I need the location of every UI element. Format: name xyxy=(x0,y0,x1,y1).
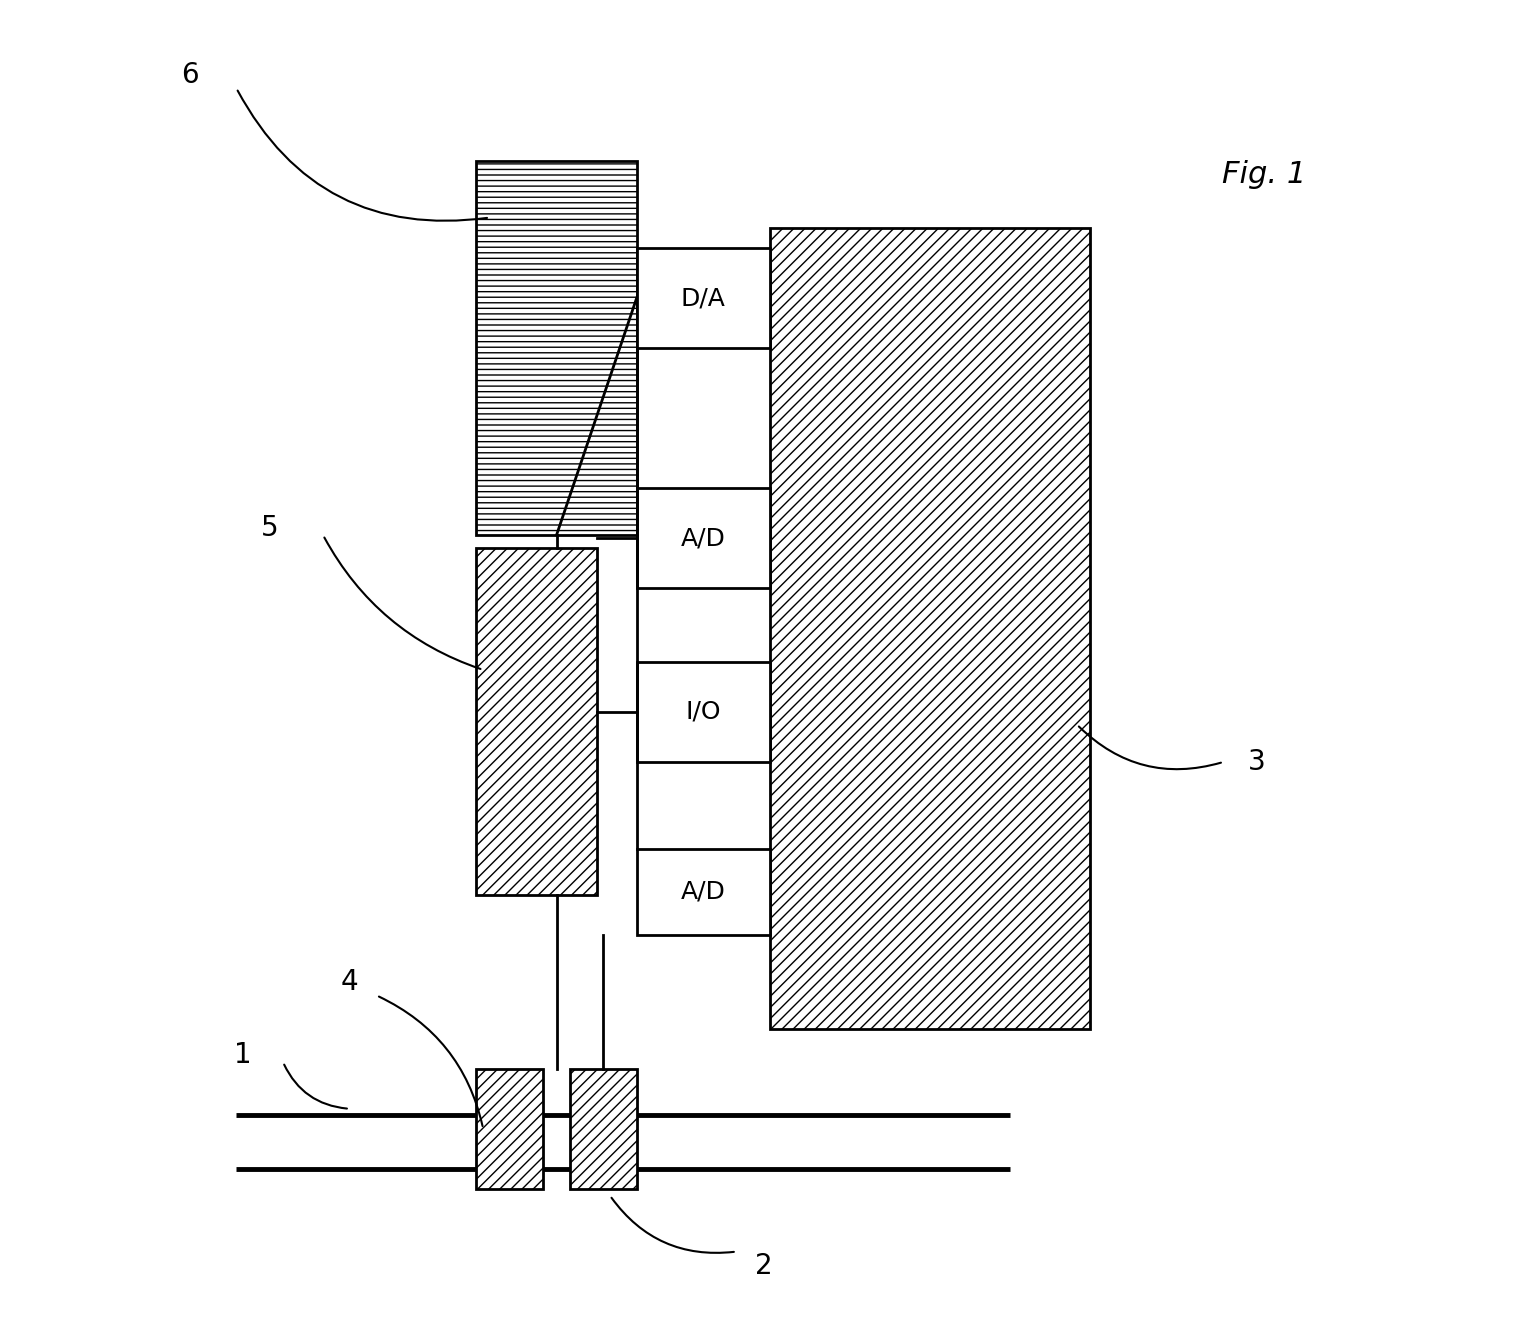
Text: Fig. 1: Fig. 1 xyxy=(1221,160,1306,190)
Text: 2: 2 xyxy=(755,1253,772,1281)
Text: 4: 4 xyxy=(340,968,359,996)
Text: 3: 3 xyxy=(1247,747,1266,775)
Bar xyxy=(636,662,770,762)
Text: D/A: D/A xyxy=(681,286,725,310)
Bar xyxy=(476,1068,544,1189)
Text: 6: 6 xyxy=(180,60,199,88)
Text: A/D: A/D xyxy=(681,880,725,904)
Text: 1: 1 xyxy=(234,1042,253,1070)
Bar xyxy=(770,229,1090,1028)
Bar xyxy=(476,162,636,535)
Bar xyxy=(476,548,596,896)
Bar xyxy=(636,249,770,348)
Bar xyxy=(636,849,770,936)
Text: I/O: I/O xyxy=(685,699,721,723)
Text: 5: 5 xyxy=(260,515,279,543)
Bar xyxy=(636,488,770,588)
Bar xyxy=(570,1068,636,1189)
Text: A/D: A/D xyxy=(681,527,725,551)
